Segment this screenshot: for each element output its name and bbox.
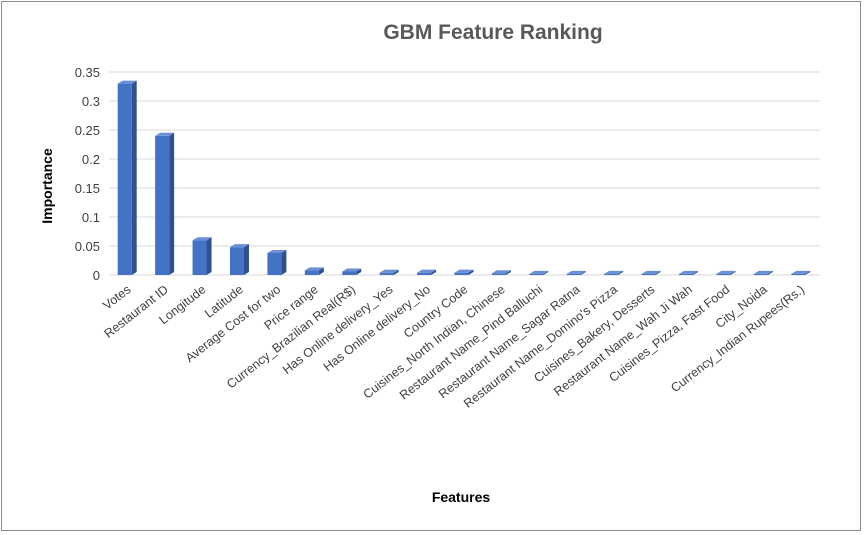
bar-front	[753, 273, 768, 275]
bar-top	[566, 270, 586, 274]
y-tick-label: 0.1	[82, 210, 100, 225]
bar-side	[206, 237, 212, 275]
bar	[155, 132, 175, 275]
bar-side	[505, 270, 511, 275]
bar-side	[767, 270, 773, 275]
bars	[117, 80, 811, 275]
bar	[229, 244, 249, 275]
bar-top	[641, 270, 661, 274]
bar	[529, 270, 549, 275]
bar-front	[342, 271, 357, 275]
bar-front	[641, 273, 656, 275]
bar-top	[454, 269, 474, 273]
bar	[454, 269, 474, 275]
bar	[192, 237, 212, 275]
chart-svg: 0 0.05 0.1 0.15 0.2 0.25 0.3 0.35 VotesRestaura…	[39, 21, 820, 505]
bar-side	[431, 269, 437, 275]
bar-top	[529, 270, 549, 274]
bar-front	[304, 270, 319, 275]
bar-side	[243, 244, 249, 275]
bar-top	[379, 269, 399, 273]
bar	[117, 80, 137, 275]
y-tick-label: 0.35	[75, 65, 100, 80]
bar	[679, 270, 699, 275]
bar-front	[716, 273, 731, 275]
bar	[604, 270, 624, 275]
bar-top	[155, 132, 175, 136]
bar-front	[192, 240, 207, 275]
bar	[566, 270, 586, 275]
bar-top	[604, 270, 624, 274]
bar-side	[805, 270, 811, 275]
bar	[267, 249, 287, 275]
bar-top	[753, 270, 773, 274]
y-tick-label: 0	[93, 268, 100, 283]
bar-top	[491, 270, 511, 274]
x-category-label: Restaurant ID	[102, 282, 171, 341]
bar-front	[604, 273, 619, 275]
bar-front	[529, 273, 544, 275]
y-tick-label: 0.3	[82, 94, 100, 109]
bar-front	[791, 273, 806, 275]
bar-top	[192, 237, 212, 241]
bar-front	[454, 272, 469, 275]
x-axis-title: Features	[432, 489, 491, 505]
y-axis-title: Importance	[39, 148, 55, 224]
y-tick-label: 0.2	[82, 152, 100, 167]
bar-front	[491, 273, 506, 275]
bar-side	[318, 267, 324, 275]
x-category-label: Currency_Indian Rupees(Rs.)	[668, 282, 807, 395]
bar-top	[304, 267, 324, 271]
bar-top	[342, 268, 362, 272]
bar-side	[618, 270, 624, 275]
bar-top	[791, 270, 811, 274]
bar	[342, 268, 362, 275]
bar-front	[566, 273, 581, 275]
y-tick-label: 0.05	[75, 239, 100, 254]
gridlines	[109, 71, 820, 276]
y-axis-ticks: 0 0.05 0.1 0.15 0.2 0.25 0.3 0.35	[75, 65, 100, 283]
bar-side	[468, 269, 474, 275]
bar-side	[655, 270, 661, 275]
bar	[753, 270, 773, 275]
bar-front	[417, 272, 432, 275]
bar-side	[543, 270, 549, 275]
bar-side	[693, 270, 699, 275]
bar-top	[117, 80, 137, 84]
bar-front	[229, 247, 244, 275]
bar	[379, 269, 399, 275]
bar-top	[716, 270, 736, 274]
bar-side	[393, 269, 399, 275]
bar-top	[267, 249, 287, 253]
bar	[716, 270, 736, 275]
bar-front	[267, 252, 282, 275]
bar-top	[679, 270, 699, 274]
bar-front	[679, 273, 694, 275]
bar	[304, 267, 324, 275]
bar-side	[730, 270, 736, 275]
bar-front	[117, 83, 132, 275]
bar-side	[580, 270, 586, 275]
bar-side	[281, 249, 287, 275]
y-tick-label: 0.25	[75, 123, 100, 138]
bar-top	[417, 269, 437, 273]
chart-title: GBM Feature Ranking	[383, 21, 602, 44]
bar	[491, 270, 511, 275]
bar-side	[356, 268, 362, 275]
bar	[641, 270, 661, 275]
bar-front	[379, 272, 394, 275]
bar	[791, 270, 811, 275]
bar-side	[131, 80, 137, 275]
y-tick-label: 0.15	[75, 181, 100, 196]
bar-front	[155, 135, 170, 275]
bar-side	[169, 132, 175, 275]
bar-top	[229, 244, 249, 248]
bar	[417, 269, 437, 275]
